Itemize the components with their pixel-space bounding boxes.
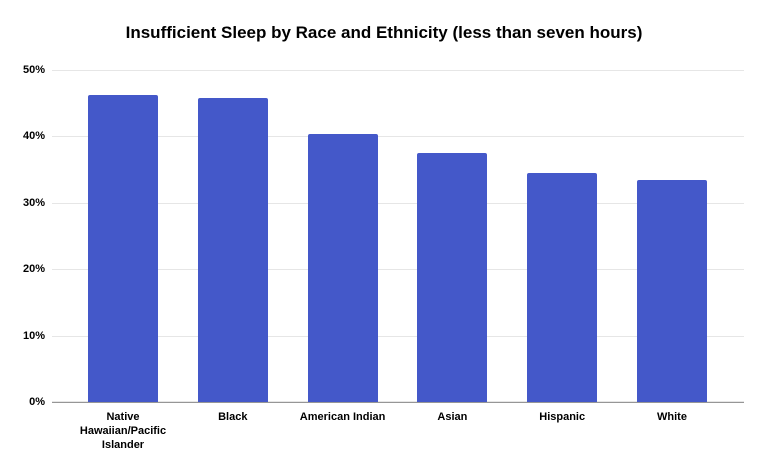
gridline-20% xyxy=(52,269,744,271)
bar-american-indian xyxy=(307,133,378,402)
x-axis-category-label: Asian xyxy=(437,411,468,423)
x-axis-category-label: American Indian xyxy=(299,411,386,423)
bar-native-hawaiian-pacific-islander xyxy=(88,94,158,402)
gridline-30% xyxy=(52,202,744,204)
bar-asian xyxy=(417,153,488,402)
x-axis-category-label: Black xyxy=(218,411,248,423)
gridline-0% xyxy=(52,401,744,402)
gridline-40% xyxy=(52,136,744,138)
x-axis-category-label: Native Hawaiian/Pacific Islander xyxy=(79,411,167,451)
y-axis-tick-label: 40% xyxy=(22,130,45,143)
bar-hispanic xyxy=(527,172,598,402)
bar-black xyxy=(197,97,268,402)
x-axis-category-label: White xyxy=(657,411,687,423)
y-axis-tick-label: 20% xyxy=(22,263,45,276)
y-axis-tick-label: 30% xyxy=(22,196,45,209)
chart-title: Insufficient Sleep by Race and Ethnicity… xyxy=(125,23,643,42)
y-axis-tick-label: 50% xyxy=(22,64,45,76)
y-axis-tick-label: 0% xyxy=(29,396,45,408)
gridline-50% xyxy=(52,70,744,71)
plot-area xyxy=(52,70,744,403)
x-axis-line xyxy=(52,402,744,403)
bar-white xyxy=(637,180,707,402)
gridline-10% xyxy=(52,335,744,337)
y-axis-tick-label: 10% xyxy=(22,329,45,342)
x-axis-category-label: Hispanic xyxy=(539,411,586,423)
